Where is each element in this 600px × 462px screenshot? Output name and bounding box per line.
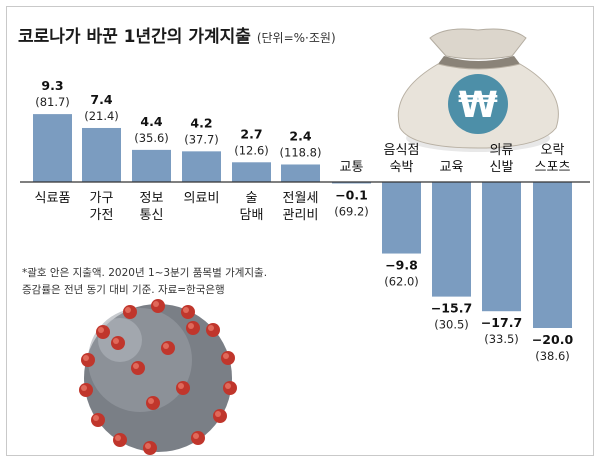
spending-label-3: (37.7): [184, 132, 219, 146]
spending-label-5: (118.8): [280, 145, 322, 159]
footnote-line-1: *괄호 안은 지출액. 2020년 1~3분기 품목별 가계지출.: [22, 267, 268, 279]
category-label-8-0: 교육: [440, 160, 464, 175]
category-label-9-0: 의류: [490, 143, 514, 158]
category-label-5-0: 전월세: [283, 191, 319, 206]
bar-4: [232, 162, 271, 182]
category-label-1-0: 가구: [90, 191, 114, 206]
svg-text:₩: ₩: [458, 85, 498, 126]
category-label-5-1: 관리비: [283, 208, 319, 223]
bar-2: [132, 149, 171, 182]
spending-label-9: (33.5): [484, 332, 519, 346]
category-label-10-1: 스포츠: [535, 160, 571, 175]
spending-label-0: (81.7): [35, 95, 70, 109]
spending-label-6: (69.2): [334, 205, 369, 219]
bar-0: [33, 114, 72, 182]
category-label-6-0: 교통: [340, 160, 364, 175]
bar-8: [432, 182, 471, 297]
category-label-3-0: 의료비: [184, 191, 220, 206]
category-label-4-1: 담배: [240, 208, 264, 223]
value-label-1: 7.4: [90, 92, 112, 107]
category-label-0-0: 식료품: [35, 191, 71, 206]
bar-10: [533, 182, 572, 328]
coronavirus-image: [79, 299, 237, 455]
value-label-4: 2.7: [240, 126, 262, 141]
value-label-3: 4.2: [190, 115, 212, 130]
bar-6: [332, 182, 371, 184]
category-label-9-1: 신발: [490, 160, 514, 175]
spending-label-2: (35.6): [134, 131, 169, 145]
spending-label-1: (21.4): [84, 109, 119, 123]
bar-7: [382, 182, 421, 254]
category-label-1-1: 가전: [90, 208, 114, 223]
money-bag-icon: ₩: [397, 28, 559, 152]
category-label-7-0: 음식점: [384, 143, 420, 158]
value-label-2: 4.4: [140, 114, 162, 129]
category-label-4-0: 술: [246, 191, 258, 206]
category-label-7-1: 숙박: [390, 160, 414, 175]
bar-3: [182, 151, 221, 182]
value-label-10: −20.0: [532, 332, 574, 347]
footnote-line-2: 증감률은 전년 동기 대비 기준. 자료=한국은행: [22, 284, 225, 296]
chart-title-text: 코로나가 바꾼 1년간의 가계지출: [18, 27, 251, 47]
value-label-9: −17.7: [481, 315, 522, 330]
spending-label-7: (62.0): [384, 275, 419, 289]
value-label-8: −15.7: [431, 301, 472, 316]
value-label-5: 2.4: [289, 128, 311, 143]
value-label-0: 9.3: [41, 78, 63, 93]
spending-label-8: (30.5): [434, 318, 469, 332]
category-label-2-1: 통신: [140, 208, 164, 223]
chart-unit: (단위=%·조원): [256, 31, 336, 45]
category-label-2-0: 정보: [140, 191, 164, 206]
value-label-7: −9.8: [385, 258, 418, 273]
chart-title: 코로나가 바꾼 1년간의 가계지출 (단위=%·조원): [18, 22, 336, 47]
bar-series: [33, 114, 572, 328]
category-label-10-0: 오락: [541, 143, 565, 158]
bar-1: [82, 127, 121, 182]
spending-label-10: (38.6): [535, 349, 570, 363]
bar-9: [482, 182, 521, 312]
value-label-6: −0.1: [335, 188, 368, 203]
bar-5: [281, 164, 320, 182]
spending-label-4: (12.6): [234, 143, 269, 157]
